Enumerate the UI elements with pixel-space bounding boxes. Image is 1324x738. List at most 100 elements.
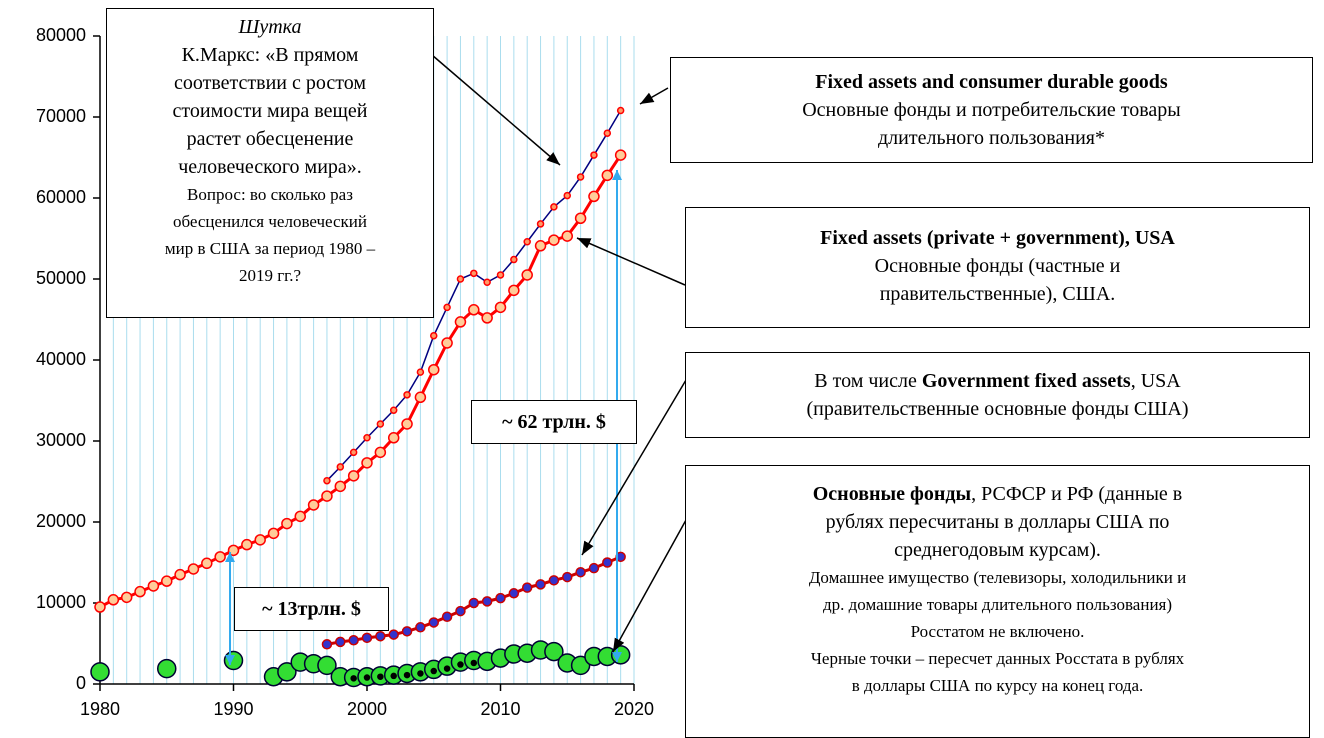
data-point: [417, 670, 424, 677]
data-point: [241, 538, 253, 551]
data-point: [562, 571, 573, 583]
data-point: [428, 363, 440, 376]
annotation-box: Шутка К.Маркс: «В прямом соответствии с ро…: [106, 8, 434, 318]
data-point: [214, 551, 226, 563]
data-point: [508, 588, 520, 599]
annotation-text: соответствии с ростом: [173, 72, 366, 94]
data-point: [494, 301, 507, 314]
annotation-text: К.Маркс: «В прямом: [181, 44, 359, 66]
data-point: [403, 391, 411, 399]
data-point: [574, 212, 587, 224]
annotation-line: Шутка: [107, 13, 433, 41]
data-point: [201, 557, 213, 570]
y-tick-label: 70000: [36, 106, 86, 126]
data-point: [561, 230, 573, 242]
data-point: [321, 639, 333, 650]
data-point: [441, 337, 453, 349]
data-point: [387, 432, 400, 444]
y-tick-label: 40000: [36, 349, 86, 369]
y-tick-label: 30000: [36, 430, 86, 450]
data-point: [535, 579, 546, 590]
annotation-line: (правительственные основные фонды США): [686, 395, 1309, 423]
y-tick-label: 50000: [36, 268, 86, 288]
annotation-text: рублях пересчитаны в доллары США по: [825, 511, 1170, 533]
pointer-arrow: [576, 237, 686, 286]
data-point: [570, 655, 591, 676]
annotation-line: Вопрос: во сколько раз: [107, 181, 433, 208]
annotation-text: растет обесценение: [186, 128, 354, 150]
annotation-line: правительственные), США.: [686, 280, 1309, 308]
annotation-line: Основные фонды (частные и: [686, 252, 1309, 280]
data-point: [363, 674, 371, 681]
annotation-line: ~ 13трлн. $: [235, 595, 388, 623]
data-point: [336, 463, 345, 471]
data-point: [120, 591, 133, 604]
annotation-text: Росстатом не включено.: [910, 622, 1085, 641]
data-point: [335, 636, 346, 648]
data-point: [363, 434, 371, 442]
data-point: [376, 420, 385, 428]
annotation-box: Основные фонды, РСФСР и РФ (данные в рубл…: [685, 465, 1310, 738]
data-point: [457, 661, 464, 668]
data-point: [468, 304, 480, 316]
annotation-line: Росстатом не включено.: [686, 618, 1309, 645]
data-point: [147, 580, 160, 592]
annotation-text: человеческого мира».: [178, 156, 362, 178]
data-point: [414, 391, 427, 404]
annotation-box: ~ 62 трлн. $: [471, 400, 637, 444]
data-point: [510, 255, 518, 264]
annotation-box: Fixed assets (private + government), USA…: [685, 207, 1310, 328]
data-point: [550, 203, 558, 211]
annotation-line: Основные фонды, РСФСР и РФ (данные в: [686, 480, 1309, 508]
data-point: [548, 234, 560, 246]
data-point: [94, 601, 106, 613]
annotation-line: Fixed assets and consumer durable goods: [671, 68, 1312, 96]
data-point: [536, 220, 545, 228]
data-point: [375, 630, 386, 642]
x-tick-label: 2000: [347, 699, 387, 719]
annotation-text: 2019 гг.?: [238, 266, 302, 285]
data-point: [187, 563, 200, 575]
annotation-text: Вопрос: во сколько раз: [187, 185, 353, 204]
data-point: [508, 284, 520, 297]
annotation-line: В том числе Government fixed assets, USA: [686, 367, 1309, 395]
data-point: [90, 662, 110, 682]
data-point: [174, 568, 186, 581]
data-point: [361, 457, 373, 469]
data-point: [430, 667, 437, 675]
x-tick-label: 2020: [614, 699, 654, 719]
y-tick-label: 80000: [36, 25, 86, 45]
data-point: [415, 622, 426, 633]
annotation-line: человеческого мира».: [107, 153, 433, 181]
annotation-box: В том числе Government fixed assets, USA…: [685, 352, 1310, 438]
data-point: [430, 331, 438, 340]
x-tick-label: 1980: [80, 699, 120, 719]
annotation-line: соответствии с ростом: [107, 69, 433, 97]
annotation-line: др. домашние товары длительного пользова…: [686, 591, 1309, 618]
annotation-text: др. домашние товары длительного пользова…: [822, 595, 1173, 614]
annotation-line: в доллары США по курсу на конец года.: [686, 672, 1309, 699]
data-point: [588, 190, 600, 203]
annotation-text: правительственные), США.: [879, 283, 1116, 305]
data-point: [603, 129, 612, 137]
data-point: [349, 448, 358, 457]
annotation-text: Домашнее имущество (телевизоры, холодиль…: [808, 568, 1187, 587]
data-point: [347, 470, 360, 482]
data-point: [223, 650, 244, 671]
annotation-line: стоимости мира вещей: [107, 97, 433, 125]
annotation-text: стоимости мира вещей: [172, 100, 368, 122]
y-tick-label: 60000: [36, 187, 86, 207]
annotation-line: среднегодовым курсам).: [686, 536, 1309, 564]
data-point: [456, 275, 465, 283]
pointer-arrow: [581, 379, 687, 556]
annotation-line: длительного пользования*: [671, 124, 1312, 152]
data-point: [470, 659, 478, 667]
annotation-text: длительного пользования*: [878, 127, 1105, 149]
annotation-text: Основные фонды: [812, 483, 972, 505]
data-point: [416, 368, 425, 376]
annotation-line: растет обесценение: [107, 125, 433, 153]
data-point: [534, 240, 547, 252]
data-point: [455, 605, 466, 617]
data-point: [323, 476, 331, 485]
